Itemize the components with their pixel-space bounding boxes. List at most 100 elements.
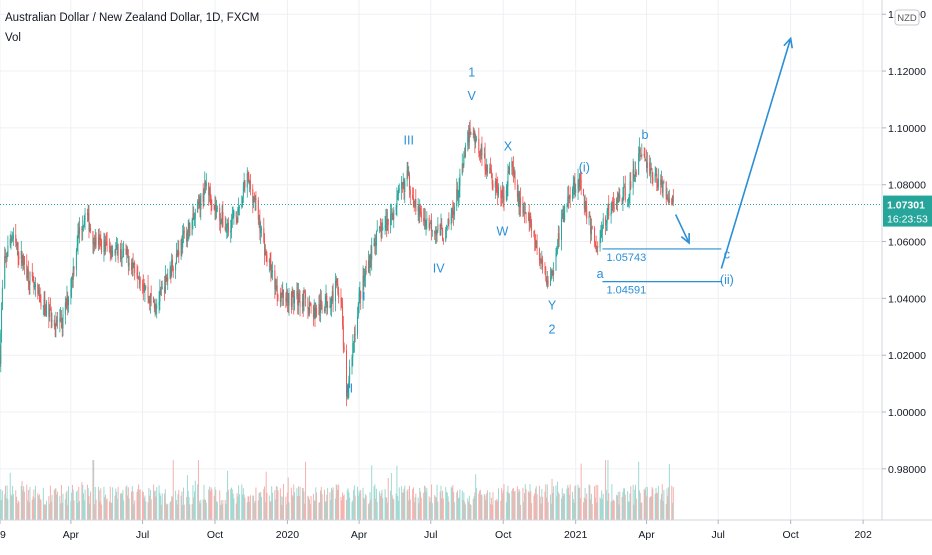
candle-body <box>353 343 355 344</box>
candle-body <box>12 238 14 240</box>
candle-body <box>208 182 210 196</box>
time-tick-label: 2020 <box>276 529 300 541</box>
candle-body <box>364 276 366 281</box>
volume-bar <box>646 486 648 520</box>
volume-bar <box>594 497 596 520</box>
price-axis-background[interactable] <box>882 0 932 520</box>
volume-bar <box>512 488 514 520</box>
candle-body <box>545 267 547 277</box>
volume-bar <box>505 502 507 520</box>
volume-bar <box>522 487 524 520</box>
candle-body <box>325 295 327 304</box>
volume-bar <box>159 493 161 520</box>
volume-bar <box>390 490 392 520</box>
volume-bar <box>31 499 33 520</box>
candle-body <box>540 262 542 264</box>
time-axis-background[interactable] <box>0 520 932 550</box>
volume-bar <box>406 490 408 520</box>
volume-bar <box>149 495 151 520</box>
volume-bar <box>177 494 179 520</box>
volume-bar <box>156 487 158 520</box>
volume-bar <box>364 498 366 520</box>
volume-bar <box>210 487 212 520</box>
candle-body <box>386 219 388 231</box>
candle-body <box>635 172 637 175</box>
candle-body <box>242 196 244 206</box>
volume-bar <box>260 497 262 520</box>
candle-body <box>50 308 52 322</box>
candle-body <box>401 182 403 186</box>
volume-bar <box>535 488 536 520</box>
volume-bar <box>503 484 505 520</box>
candle-body <box>26 264 28 279</box>
volume-bar <box>99 501 101 520</box>
volume-bar <box>545 484 547 520</box>
volume-bar <box>123 500 125 520</box>
volume-bar <box>606 500 608 520</box>
volume-bar <box>524 484 526 520</box>
volume-bar <box>401 486 403 520</box>
candle-body <box>635 172 637 177</box>
candle-body <box>48 302 50 317</box>
volume-bar <box>181 491 183 520</box>
candle-body <box>260 230 262 233</box>
volume-bar <box>324 501 326 520</box>
currency-badge: NZD <box>894 9 920 26</box>
candle-body <box>142 284 144 290</box>
volume-bar <box>483 494 485 520</box>
time-tick-label: Apr <box>351 529 368 541</box>
volume-bar <box>298 496 300 520</box>
volume-bar <box>608 493 610 520</box>
currency-badge-label: NZD <box>897 13 917 24</box>
volume-bar <box>283 484 284 520</box>
candle-body <box>292 291 294 294</box>
volume-bars <box>0 460 674 520</box>
volume-bar <box>143 497 145 520</box>
candle-body <box>73 266 75 270</box>
candle-body <box>108 245 110 247</box>
volume-bar <box>459 489 461 520</box>
volume-bar <box>20 485 22 520</box>
volume-bar <box>404 485 406 520</box>
volume-bar <box>630 486 632 520</box>
candle-body <box>568 194 570 199</box>
volume-bar <box>170 501 172 520</box>
volume-bar <box>639 493 641 520</box>
candle-body <box>178 250 180 256</box>
candle-body <box>525 212 527 214</box>
candle-body <box>186 232 188 242</box>
candle-body <box>116 244 118 249</box>
volume-bar <box>375 498 377 520</box>
candle-body <box>198 198 200 205</box>
candle-body <box>390 214 392 225</box>
candle-body <box>423 218 425 222</box>
candle-body <box>512 161 514 167</box>
candle-body <box>160 288 162 290</box>
candle-body <box>490 170 492 174</box>
volume-bar <box>28 502 30 520</box>
volume-bar <box>475 488 477 520</box>
volume-bar <box>65 492 67 520</box>
candle-body <box>358 292 360 304</box>
wave-label: X <box>504 139 513 153</box>
volume-bar <box>494 500 496 520</box>
candle-body <box>446 226 448 228</box>
candle-body <box>321 304 323 310</box>
candle-body <box>352 343 354 358</box>
volume-bar <box>533 495 535 520</box>
volume-bar <box>88 495 90 520</box>
candle-body <box>110 249 112 255</box>
candle-body <box>246 173 248 188</box>
volume-bar <box>340 496 342 520</box>
candle-body <box>523 212 525 214</box>
volume-bar <box>5 498 7 520</box>
volume-bar <box>312 493 314 520</box>
candle-body <box>248 175 250 183</box>
volume-bar <box>610 501 612 520</box>
volume-bar <box>379 491 381 520</box>
volume-bar <box>253 502 255 520</box>
volume-bar <box>90 491 92 520</box>
candle-body <box>668 200 670 203</box>
